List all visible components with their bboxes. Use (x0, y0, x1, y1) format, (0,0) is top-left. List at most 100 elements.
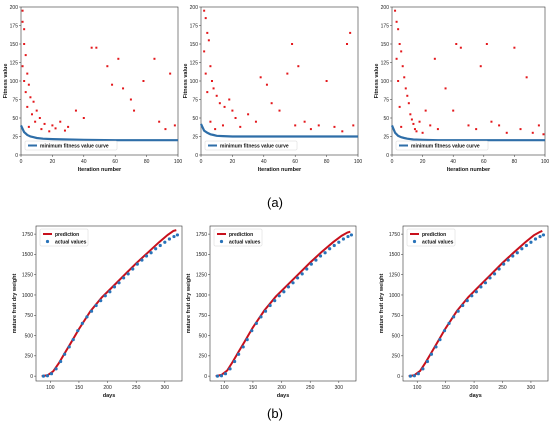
y-tick-label: 1500 (389, 252, 400, 258)
fitness-point (270, 102, 273, 105)
y-tick-label: 750 (392, 313, 401, 319)
actual-value-point (506, 258, 510, 262)
prediction-line (408, 229, 543, 378)
actual-value-point (470, 294, 474, 298)
actual-value-point (502, 262, 506, 266)
fitness-point (291, 43, 294, 45)
y-tick-label: 0 (15, 153, 18, 159)
y-tick-label: 175 (190, 23, 199, 29)
actual-value-point (442, 329, 447, 333)
fitness-point (218, 102, 221, 105)
fitness-point (207, 39, 210, 42)
y-tick-label: 25 (383, 134, 389, 140)
fitness-point (215, 94, 218, 97)
fitness-point (35, 109, 38, 112)
actual-value-point (309, 262, 313, 266)
fitness-point (278, 109, 281, 112)
actual-value-point (515, 251, 519, 255)
actual-value-point (323, 251, 327, 255)
actual-value-point (529, 240, 533, 244)
x-tick-label: 150 (249, 385, 258, 391)
y-tick-label: 0 (386, 153, 389, 159)
fitness-point (48, 130, 51, 133)
fitness-point (63, 129, 66, 132)
actual-value-point (416, 372, 420, 376)
legend-label: minimum fitness value curve (411, 143, 480, 149)
fitness-point (349, 31, 352, 34)
fitness-point (59, 120, 62, 123)
chart-2: 0 20 40 60 80 100 0 25 50 75 100 125 150 175 200 Iterat… (183, 5, 362, 173)
y-tick-label: 1750 (196, 232, 207, 238)
fitness-point (397, 28, 400, 31)
y-tick-label: 500 (392, 333, 401, 339)
actual-value-point (126, 272, 130, 276)
y-tick-label: 750 (199, 313, 208, 319)
chart-6: 100 150 200 250 300 0 250 500 750 1000 1250 1500 175… (379, 225, 549, 399)
y-tick-label: 150 (190, 42, 199, 48)
y-tick-label: 50 (12, 116, 18, 122)
y-tick-label: 1250 (196, 272, 207, 278)
x-tick-label: 100 (413, 385, 422, 391)
y-tick-label: 250 (25, 354, 34, 360)
fitness-point (421, 131, 424, 134)
fitness-point (455, 43, 458, 45)
y-axis-label: mature fruit dry weight (12, 274, 18, 334)
fitness-point (40, 128, 43, 131)
x-tick-label: 300 (335, 385, 344, 391)
legend-label-actual: actual values (55, 239, 87, 245)
y-tick-label: 125 (190, 60, 199, 66)
fitness-point (51, 124, 54, 127)
fitness-point (490, 120, 493, 123)
actual-value-point (434, 345, 438, 349)
actual-value-point (328, 247, 332, 251)
fitness-point (498, 124, 501, 127)
y-tick-label: 50 (192, 116, 198, 122)
actual-value-point (349, 233, 354, 237)
legend-label-actual: actual values (422, 239, 454, 245)
x-tick-label: 20 (420, 159, 426, 165)
actual-value-point (215, 374, 220, 378)
actual-value-point (63, 352, 67, 356)
legend-box (204, 140, 298, 151)
fitness-point (297, 65, 300, 68)
y-tick-label: 500 (199, 333, 208, 339)
fitness-point (206, 91, 209, 94)
fitness-point (415, 130, 418, 133)
x-tick-label: 20 (230, 159, 236, 165)
y-tick-label: 0 (204, 374, 207, 380)
x-tick-label: 150 (75, 385, 84, 391)
legend-label-prediction: prediction (229, 232, 253, 238)
actual-value-point (429, 352, 434, 356)
fitness-point (122, 87, 125, 90)
fitness-point (398, 43, 401, 45)
x-tick-label: 80 (144, 159, 150, 165)
actual-value-point (479, 285, 483, 289)
x-tick-label: 0 (20, 159, 23, 165)
fitness-point (485, 43, 488, 45)
actual-value-point (492, 272, 497, 276)
plot-frame (35, 225, 183, 382)
fitness-point (23, 43, 26, 45)
x-tick-label: 60 (292, 159, 298, 165)
fitness-point (395, 20, 398, 23)
y-tick-label: 75 (192, 97, 198, 103)
fitness-point (26, 72, 29, 75)
fitness-point (29, 96, 32, 99)
actual-value-point (483, 281, 488, 285)
fitness-point (429, 124, 432, 127)
y-tick-label: 500 (25, 333, 34, 339)
fitness-point (228, 98, 231, 101)
y-axis-label: mature fruit dry weight (186, 274, 192, 334)
chart-5: 100 150 200 250 300 0 250 500 750 1000 1250 1500 175… (186, 225, 357, 399)
actual-value-point (250, 329, 254, 333)
fitness-point (30, 113, 33, 116)
actual-value-point (332, 243, 336, 248)
fitness-point (409, 113, 412, 116)
actual-value-point (122, 276, 126, 280)
fitness-point (153, 57, 156, 60)
fitness-point (221, 124, 224, 127)
actual-value-point (144, 254, 149, 258)
actual-value-point (245, 338, 249, 342)
y-axis-label: Fitness value (183, 64, 189, 99)
actual-value-point (149, 251, 153, 255)
